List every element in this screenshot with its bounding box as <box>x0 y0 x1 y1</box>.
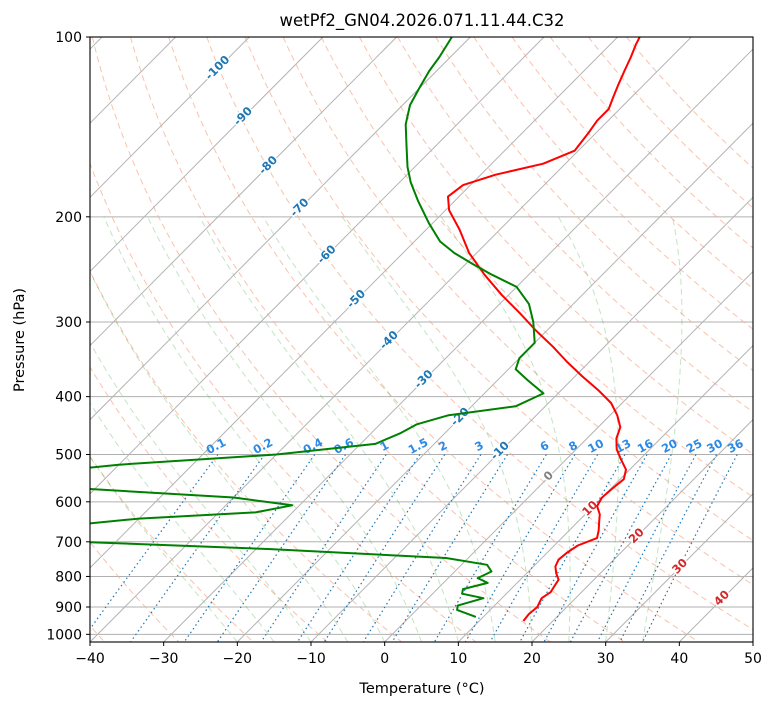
dry-adiabats <box>90 37 753 642</box>
isotherm-line <box>90 37 692 642</box>
x-axis: −40 −30 −20 −10 0 10 20 30 40 50 <box>75 642 762 667</box>
mixing-ratio-label: 25 <box>684 436 705 456</box>
moist-adiabat <box>262 216 496 642</box>
dry-adiabat <box>168 37 700 642</box>
isotherm-line <box>236 122 753 642</box>
moist-adiabats <box>90 216 683 642</box>
x-tick-label: 0 <box>380 651 389 667</box>
mixing-ratio-label: 30 <box>704 436 725 456</box>
chart-title: wetPf2_GN04.2026.071.11.44.C32 <box>280 11 565 31</box>
dry-adiabat <box>588 37 753 209</box>
dry-adiabat <box>358 37 753 455</box>
isotherm-line <box>90 37 618 569</box>
mixing-ratio-line <box>260 454 387 642</box>
temperature-profile-line <box>447 37 641 622</box>
mixing-ratio-label: 36 <box>725 436 746 456</box>
y-axis: 100 200 300 400 500 600 700 800 900 1000 <box>46 30 90 643</box>
moist-adiabat <box>90 341 312 642</box>
isotherm-line <box>310 196 753 642</box>
y-tick-label: 100 <box>55 30 82 46</box>
dry-adiabat <box>282 37 753 542</box>
x-tick-label: −20 <box>223 651 253 667</box>
mixing-ratio-line <box>391 454 509 642</box>
isotherm-line <box>457 344 753 642</box>
dry-adiabat <box>130 37 625 642</box>
mixing-ratio-line <box>323 454 446 642</box>
y-axis-title: Pressure (hPa) <box>12 288 28 392</box>
moist-adiabat <box>440 216 571 642</box>
plot-frame <box>89 36 754 643</box>
y-tick-label: 1000 <box>46 627 82 643</box>
x-tick-label: 10 <box>449 651 467 667</box>
moist-adiabat <box>147 216 422 642</box>
x-axis-title: Temperature (°C) <box>358 681 484 697</box>
y-tick-label: 400 <box>55 390 82 406</box>
profile-series <box>90 37 641 622</box>
moist-adiabat <box>557 216 619 642</box>
isotherm-line <box>90 37 471 421</box>
mixing-ratio-lines <box>90 454 738 642</box>
moist-adiabat <box>90 456 238 642</box>
moist-adiabat <box>90 402 275 642</box>
dry-adiabat <box>397 37 753 413</box>
isotherm-line <box>163 48 753 642</box>
dry-adiabat <box>90 366 328 642</box>
isotherm-line <box>605 493 753 642</box>
mixing-ratio-label: 20 <box>659 436 680 456</box>
x-tick-label: 30 <box>597 651 615 667</box>
dry-adiabat <box>90 270 403 642</box>
isotherms <box>90 37 753 642</box>
y-tick-label: 200 <box>55 210 82 226</box>
y-tick-label: 600 <box>55 495 82 511</box>
dry-adiabat <box>206 37 753 631</box>
isotherm-line <box>90 37 250 198</box>
mixing-ratio-line <box>619 454 718 642</box>
y-tick-label: 700 <box>55 535 82 551</box>
mixing-ratio-line <box>596 454 697 642</box>
moist-adiabat <box>341 216 533 642</box>
mixing-ratio-line <box>216 454 346 642</box>
dry-adiabat <box>91 37 551 642</box>
isotherm-line <box>90 37 397 347</box>
dry-adiabat <box>320 37 753 498</box>
mixing-ratio-line <box>489 454 599 642</box>
mixing-ratio-label: 16 <box>635 436 656 456</box>
y-tick-label: 500 <box>55 448 82 464</box>
x-tick-label: −40 <box>75 651 105 667</box>
x-tick-label: 20 <box>523 651 541 667</box>
mixing-ratio-line <box>519 454 626 642</box>
isotherm-line <box>531 418 753 642</box>
mixing-ratio-line <box>464 454 576 642</box>
isotherm-line <box>90 37 324 273</box>
dewpoint-profile-line <box>90 37 545 618</box>
dry-adiabat <box>90 162 477 642</box>
isotherm-line <box>384 270 753 642</box>
moist-adiabat <box>199 216 459 642</box>
mixing-ratio-line <box>433 454 547 642</box>
isotherm-line <box>90 37 545 495</box>
mixing-ratio-line <box>90 454 219 630</box>
x-tick-label: −10 <box>296 651 326 667</box>
pressure-gridlines <box>90 37 753 635</box>
moist-adiabat <box>90 270 349 642</box>
y-tick-label: 300 <box>55 315 82 331</box>
mixing-ratio-label: 10 <box>585 436 606 456</box>
x-tick-label: 40 <box>670 651 688 667</box>
y-tick-label: 900 <box>55 600 82 616</box>
y-tick-label: 800 <box>55 569 82 585</box>
dry-adiabat <box>435 37 753 372</box>
mixing-ratio-line <box>362 454 482 642</box>
dry-adiabat <box>549 37 753 249</box>
x-tick-label: −30 <box>149 651 179 667</box>
x-tick-label: 50 <box>744 651 762 667</box>
dry-adiabat <box>244 37 753 586</box>
